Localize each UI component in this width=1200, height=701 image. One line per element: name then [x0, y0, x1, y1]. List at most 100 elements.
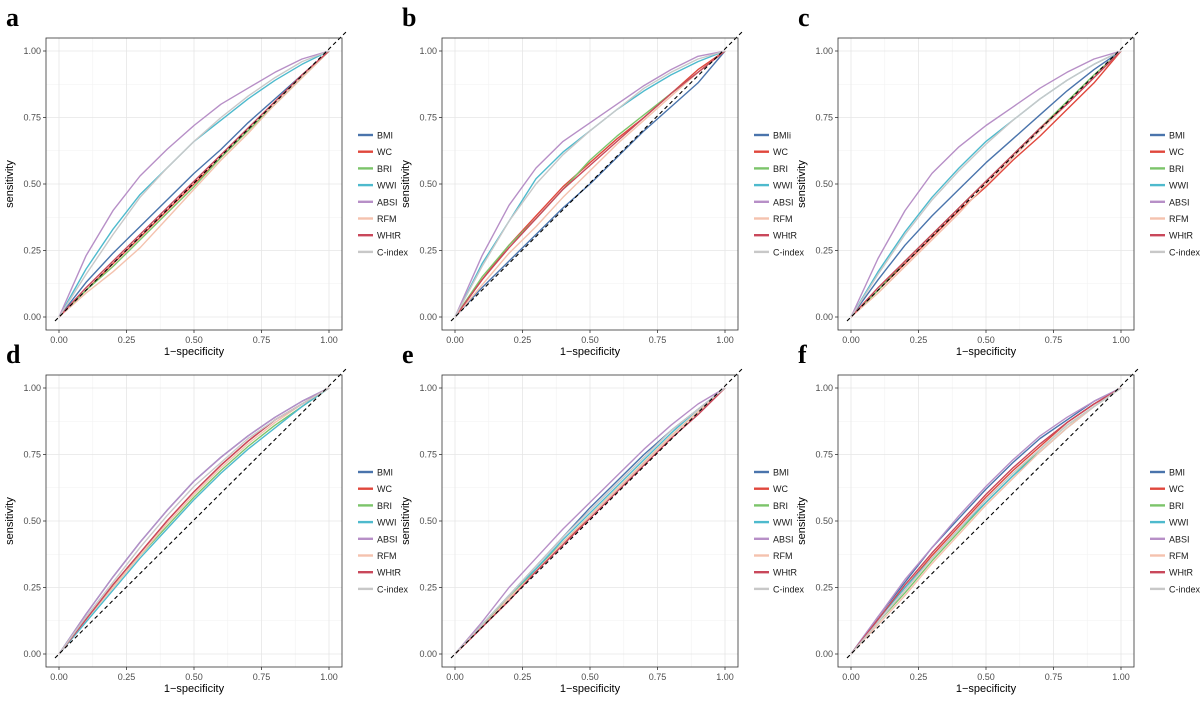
legend-label: WHtR — [1169, 231, 1193, 241]
legend-label: BMI — [377, 131, 393, 141]
legend-label: WC — [1169, 147, 1184, 157]
legend-label: ABSI — [377, 197, 398, 207]
legend: BMI WC BRI WWI ABSI RFM WHtR C-index — [1150, 131, 1200, 257]
y-tick-label: 0.00 — [23, 649, 41, 659]
x-tick-label: 1.00 — [716, 335, 734, 345]
roc-panel-e: e 0.00 0.00 0.25 0.25 0.50 0.50 0.75 0.75 1.00 1.0… — [400, 340, 805, 695]
roc-curve-wc — [850, 50, 1122, 318]
legend-label: C-index — [773, 584, 805, 594]
legend-label: C-index — [773, 247, 805, 257]
roc-curve-rfm — [58, 387, 330, 655]
x-axis-title: 1−specificity — [560, 346, 621, 358]
x-tick-label: 0.75 — [1045, 672, 1063, 682]
diagonal-reference-line — [54, 31, 347, 322]
x-tick-label: 0.00 — [842, 672, 860, 682]
roc-curve-whtr — [850, 387, 1122, 655]
legend-label: BRI — [377, 164, 392, 174]
y-axis-title: sensitivity — [4, 160, 16, 208]
legend-label: WWI — [377, 518, 397, 528]
roc-curve-rfm — [58, 50, 330, 318]
x-tick-label: 0.00 — [50, 335, 68, 345]
x-tick-label: 0.25 — [910, 672, 928, 682]
y-tick-label: 0.50 — [23, 179, 41, 189]
x-tick-label: 1.00 — [1112, 335, 1130, 345]
x-tick-label: 0.50 — [977, 672, 995, 682]
diagonal-reference-line — [54, 368, 347, 659]
y-axis-title: sensitivity — [400, 160, 412, 208]
legend-label: WC — [1169, 484, 1184, 494]
x-tick-label: 1.00 — [320, 335, 338, 345]
roc-curves — [454, 50, 726, 318]
legend-label: WWI — [773, 181, 793, 191]
y-tick-label: 0.50 — [419, 516, 437, 526]
diagonal-reference-line — [450, 31, 743, 322]
x-tick-label: 0.75 — [253, 672, 271, 682]
y-tick-label: 0.75 — [23, 450, 41, 460]
y-axis-title: sensitivity — [796, 497, 808, 545]
x-tick-label: 0.25 — [118, 672, 136, 682]
x-tick-label: 0.25 — [910, 335, 928, 345]
panel-letter: c — [798, 3, 810, 32]
roc-curves — [58, 387, 330, 655]
legend-label: BMI — [1169, 131, 1185, 141]
legend-label: WHtR — [377, 568, 401, 578]
roc-curve-c-index — [454, 387, 726, 655]
legend-label: BMI — [377, 468, 393, 478]
legend-label: RFM — [1169, 214, 1189, 224]
legend-label: WC — [377, 484, 392, 494]
y-tick-label: 0.50 — [815, 179, 833, 189]
legend-label: C-index — [377, 247, 409, 257]
roc-panel-d: d 0.00 0.00 0.25 0.25 0.50 0.50 0.75 0.75 1.00 1.0… — [4, 340, 409, 695]
panel-letter: e — [402, 340, 414, 369]
roc-curve-rfm — [454, 387, 726, 655]
x-axis-title: 1−specificity — [560, 683, 621, 695]
roc-curve-whtr — [58, 50, 330, 318]
roc-curve-bmi — [850, 387, 1122, 655]
y-tick-label: 1.00 — [815, 383, 833, 393]
x-tick-label: 0.50 — [185, 335, 203, 345]
x-tick-label: 0.50 — [977, 335, 995, 345]
y-tick-label: 0.25 — [419, 246, 437, 256]
legend-label: WC — [773, 484, 788, 494]
legend: BMIi WC BRI WWI ABSI RFM WHtR C-index — [754, 131, 805, 257]
roc-curve-c-index — [850, 387, 1122, 655]
x-tick-label: 0.75 — [649, 335, 667, 345]
y-tick-label: 0.25 — [419, 583, 437, 593]
y-tick-label: 0.25 — [23, 583, 41, 593]
legend-label: WHtR — [773, 231, 797, 241]
y-tick-label: 0.25 — [815, 246, 833, 256]
legend-label: BRI — [1169, 501, 1184, 511]
legend-label: BRI — [773, 164, 788, 174]
grid-lines — [838, 375, 1134, 667]
legend-label: RFM — [1169, 551, 1189, 561]
roc-panel-b: b 0.00 0.00 0.25 0.25 0.50 0.50 0.75 0.75 1.00 1.0… — [400, 3, 805, 358]
legend-label: RFM — [377, 551, 397, 561]
y-tick-label: 0.00 — [23, 312, 41, 322]
roc-curve-whtr — [454, 50, 726, 318]
legend-label: BMI — [773, 468, 789, 478]
legend-label: BMIi — [773, 131, 791, 141]
legend-label: ABSI — [773, 197, 794, 207]
roc-curve-absi — [850, 50, 1122, 318]
roc-curve-c-index — [454, 50, 726, 318]
x-tick-label: 0.00 — [446, 672, 464, 682]
y-tick-label: 0.75 — [419, 450, 437, 460]
x-tick-label: 1.00 — [1112, 672, 1130, 682]
legend-label: BRI — [773, 501, 788, 511]
x-tick-label: 1.00 — [320, 672, 338, 682]
legend-label: WWI — [773, 518, 793, 528]
y-tick-label: 0.75 — [815, 450, 833, 460]
roc-curves — [58, 50, 330, 318]
legend-label: BRI — [1169, 164, 1184, 174]
y-tick-label: 0.00 — [419, 312, 437, 322]
legend-label: C-index — [377, 584, 409, 594]
roc-curve-absi — [58, 50, 330, 318]
diagonal-reference-line — [450, 368, 743, 659]
roc-curve-absi — [454, 387, 726, 655]
x-axis-title: 1−specificity — [164, 683, 225, 695]
roc-curve-bmi — [850, 50, 1122, 318]
y-tick-label: 0.00 — [419, 649, 437, 659]
y-axis-title: sensitivity — [400, 497, 412, 545]
legend-label: C-index — [1169, 584, 1200, 594]
